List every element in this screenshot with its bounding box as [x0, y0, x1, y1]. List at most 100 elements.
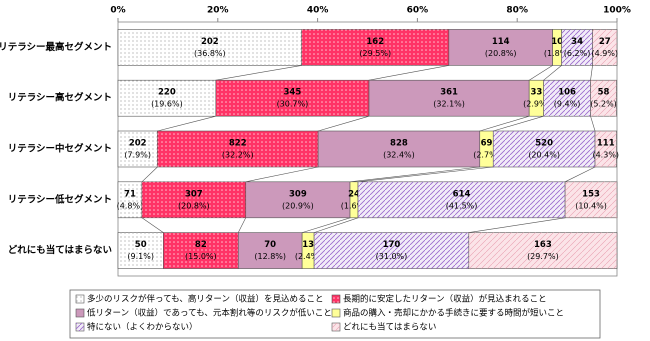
count-label: 345 [284, 88, 302, 98]
legend-label: 多少のリスクが伴っても、高リターン（収益）を見込めること [87, 294, 323, 305]
count-label: 153 [582, 189, 600, 199]
x-tick-label: 80% [506, 6, 528, 16]
legend-label: 長期的に安定したリターン（収益）が見込まれること [343, 294, 547, 305]
value-label: (32.1%) [433, 100, 465, 109]
category-label: リテラシー高セグメント [8, 92, 112, 104]
count-label: 58 [598, 88, 610, 98]
pattern-overlay [332, 295, 340, 303]
count-label: 614 [453, 189, 471, 199]
bar-segment [448, 29, 553, 66]
value-label: (20.8%) [178, 201, 210, 210]
value-label: (15.0%) [185, 252, 217, 261]
legend-label: 商品の購入・売却にかかる手続きに要する時間が短いこと [343, 308, 564, 319]
count-label: 33 [530, 88, 542, 98]
value-label: (20.9%) [282, 201, 314, 210]
pattern-overlay [301, 29, 449, 66]
value-label: (9.1%) [127, 252, 154, 261]
count-label: 10 [551, 37, 563, 47]
value-label: (4.9%) [591, 49, 618, 58]
bar-segment [349, 181, 359, 219]
category-label: リテラシー中セグメント [8, 143, 112, 155]
bar-segment [317, 130, 481, 168]
count-label: 309 [289, 189, 307, 199]
count-label: 220 [158, 88, 176, 98]
connector-line [318, 115, 370, 132]
category-label: リテラシー低セグメント [8, 193, 112, 205]
connector-line [237, 217, 247, 233]
count-label: 70 [264, 240, 276, 250]
legend-swatch [75, 308, 85, 318]
value-label: (36.8%) [194, 49, 226, 58]
x-tick-label: 20% [207, 6, 229, 16]
pattern-overlay [592, 29, 617, 66]
count-label: 114 [492, 37, 510, 47]
value-label: (1.6%) [341, 201, 368, 210]
pattern-overlay [118, 29, 302, 66]
value-label: (2.9%) [523, 100, 550, 109]
count-label: 162 [366, 37, 384, 47]
count-label: 202 [129, 139, 147, 149]
count-label: 71 [124, 189, 136, 199]
pattern-overlay [543, 80, 591, 117]
value-label: (29.5%) [359, 49, 391, 58]
value-label: (20.8%) [485, 49, 517, 58]
count-label: 34 [571, 37, 583, 47]
count-label: 361 [440, 88, 458, 98]
value-label: (6.2%) [564, 49, 591, 58]
value-label: (32.4%) [383, 151, 415, 160]
value-label: (12.8%) [254, 252, 286, 261]
bar-segment [479, 130, 494, 168]
bar-segment [237, 232, 303, 269]
connector-line [302, 217, 351, 233]
count-label: 111 [597, 139, 615, 149]
pattern-overlay [118, 181, 142, 218]
pattern-overlay [590, 80, 617, 117]
connector-line [543, 65, 562, 81]
category-label: どれにも当てはまらない [8, 244, 112, 256]
value-label: (4.3%) [592, 151, 619, 160]
connector-line [590, 116, 596, 132]
pattern-overlay [565, 181, 617, 218]
bar-segment [301, 232, 315, 269]
x-tick-label: 100% [603, 6, 631, 16]
count-label: 520 [535, 139, 553, 149]
count-label: 106 [558, 88, 576, 98]
count-label: 163 [534, 240, 552, 250]
count-label: 822 [229, 139, 247, 149]
connector-line [141, 166, 158, 183]
connector-line [157, 115, 216, 132]
value-label: (4.8%) [117, 201, 144, 210]
pattern-overlay [76, 323, 84, 331]
pattern-overlay [493, 131, 596, 167]
category-label: リテラシー最高セグメント [0, 41, 112, 53]
count-label: 170 [383, 240, 401, 250]
pattern-overlay [358, 181, 566, 218]
value-label: (32.2%) [222, 151, 254, 160]
pattern-overlay [332, 323, 340, 331]
pattern-overlay [561, 29, 593, 66]
pattern-overlay [118, 131, 158, 167]
connector-line [479, 115, 530, 132]
connector-line [245, 166, 319, 183]
value-label: (20.4%) [528, 151, 560, 160]
pattern-overlay [595, 131, 617, 167]
x-tick-label: 40% [307, 6, 329, 16]
value-label: (2.7%) [473, 151, 500, 160]
value-label: (10.4%) [575, 201, 607, 210]
pattern-overlay [215, 80, 369, 117]
count-label: 828 [390, 139, 408, 149]
value-label: (9.4%) [554, 100, 581, 109]
value-label: (2.4%) [295, 252, 322, 261]
pattern-overlay [76, 295, 84, 303]
x-tick-label: 60% [407, 6, 429, 16]
count-label: 24 [348, 189, 360, 199]
value-label: (30.7%) [277, 100, 309, 109]
connector-line [215, 65, 302, 81]
value-label: (5.2%) [590, 100, 617, 109]
count-label: 69 [481, 139, 493, 149]
connector-line [368, 65, 449, 81]
x-tick-label: 0% [110, 6, 125, 16]
bar-segment [368, 79, 530, 117]
bar-segment [528, 79, 544, 117]
pattern-overlay [118, 80, 216, 117]
